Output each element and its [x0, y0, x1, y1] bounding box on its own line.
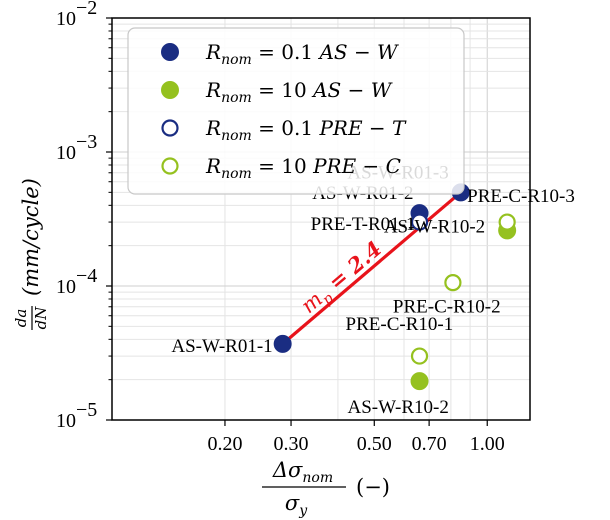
legend-marker [161, 81, 179, 99]
data-points [273, 183, 517, 391]
point-label: PRE-T-R01-1 [311, 214, 416, 235]
x-label-numerator: Δσnom [272, 458, 333, 486]
y-tick-exponent: −3 [76, 131, 97, 153]
x-tick-label: 0.70 [412, 433, 447, 455]
x-label-text: (−) [356, 475, 390, 499]
x-tick-label: 1.00 [470, 433, 505, 455]
legend-entry: Rnom = 0.1 PRE − T [205, 116, 407, 144]
fit-slope-label: mp = 2.4 [296, 236, 389, 321]
y-tick-exponent: −4 [76, 265, 97, 287]
legend: Rnom = 0.1 AS − W Rnom = 10 AS − W Rnom = … [127, 27, 465, 195]
y-label-denominator: dN [32, 306, 50, 330]
y-tick-exponent: −5 [76, 399, 97, 421]
legend-entry: Rnom = 10 PRE − C [205, 154, 401, 182]
point-label: PRE-C-R10-2 [393, 297, 501, 318]
x-tick-label: 0.30 [274, 433, 309, 455]
point-label: AS-W-R01-1 [171, 336, 272, 357]
legend-marker [161, 119, 179, 137]
legend-box [127, 27, 465, 195]
y-label-text: (mm/cycle) [19, 178, 43, 296]
legend-entry: Rnom = 0.1 AS − W [205, 40, 399, 68]
data-point [498, 213, 516, 231]
data-point [410, 372, 429, 391]
point-label: AS-W-R10-2 [384, 216, 485, 237]
x-tick-label: 0.20 [207, 433, 242, 455]
x-tick-label: 0.50 [357, 433, 392, 455]
legend-marker [161, 43, 179, 61]
y-tick-label: 10 [56, 276, 76, 298]
point-label: PRE-C-R10-3 [467, 186, 575, 207]
y-tick-label: 10 [56, 410, 76, 432]
x-label-denominator: σy [285, 491, 308, 519]
y-tick-exponent: −2 [76, 0, 97, 19]
legend-entry: Rnom = 10 AS − W [205, 78, 393, 106]
y-tick-label: 10 [56, 8, 76, 30]
data-point [410, 213, 429, 231]
y-axis-label: da dN (mm/cycle) [12, 178, 50, 330]
legend-marker [161, 157, 179, 175]
point-label: PRE-C-R10-1 [346, 314, 454, 335]
y-label-numerator: da [12, 309, 30, 328]
data-point [410, 347, 429, 365]
fit-line [281, 191, 462, 346]
plot-frame [111, 17, 531, 421]
y-tick-label: 10 [56, 142, 76, 164]
point-label: AS-W-R10-2 [348, 397, 449, 418]
axis-labels: da dN (mm/cycle) Δσnom σy (−) [12, 178, 390, 519]
data-point [273, 334, 292, 353]
x-axis-label: Δσnom σy (−) [262, 458, 390, 519]
data-point [444, 274, 462, 292]
